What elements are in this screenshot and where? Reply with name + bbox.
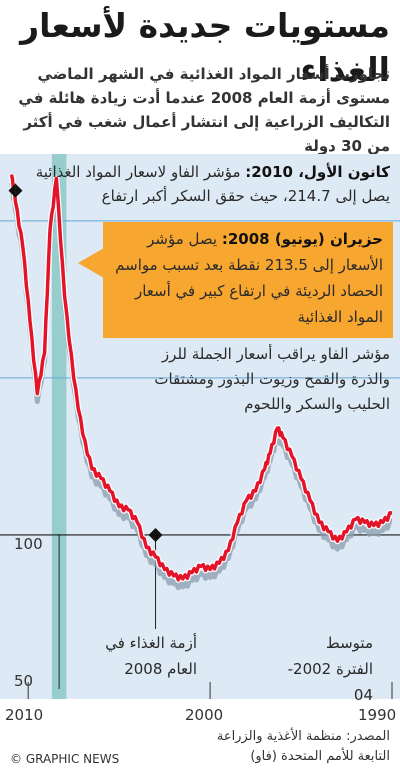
x-tick-label-1990: 1990 [358,706,397,724]
annotation-crisis-2008: أزمة الغذاء في العام 2008 [105,634,197,678]
credit-text: © GRAPHIC NEWS [10,752,120,766]
annotation-base-period: متوسط الفترة 2002-04 [287,634,373,704]
credit: © GRAPHIC NEWS [10,752,119,766]
line-chart [0,154,400,699]
x-tick-label-2000: 2000 [185,706,224,724]
annotation-dec-2010-date: كانون الأول، 2010: [245,163,390,181]
annotation-june-2008-date: حزيران (يونيو) 2008: [221,230,383,248]
source-note: المصدر: منظمة الأغذية والزراعة التابعة ل… [217,727,390,767]
annotation-june-2008: حزيران (يونيو) 2008: يصل مؤشر الأسعار إل… [103,222,393,338]
chart-title: مستويات جديدة لأسعار الغذاء [20,6,390,89]
chart-subtitle: تجاوزت أسعار المواد الغذائية في الشهر ال… [18,65,390,155]
annotation-dec-2010: كانون الأول، 2010: مؤشر الفاو لاسعار الم… [8,160,390,208]
x-tick-label-2010: 2010 [5,706,44,724]
annotation-june-2008-text: يصل مؤشر الأسعار إلى 213.5 نقطة بعد تسبب… [115,230,383,326]
source-line-2: التابعة للأمم المتحدة (فاو) [250,749,390,764]
series-line [9,174,393,582]
callout-pointer [78,248,104,278]
y-tick-label-100: 100 [14,535,43,553]
base-period-marker [148,527,163,542]
annotation-dec-2010-text: مؤشر الفاو لاسعار المواد الغذائية يصل إل… [35,163,390,205]
annotation-index-description: مؤشر الفاو يراقب أسعار الجملة للرز والذر… [154,345,390,413]
source-line-1: المصدر: منظمة الأغذية والزراعة [216,729,390,744]
y-tick-label-50: 50 [14,672,34,690]
